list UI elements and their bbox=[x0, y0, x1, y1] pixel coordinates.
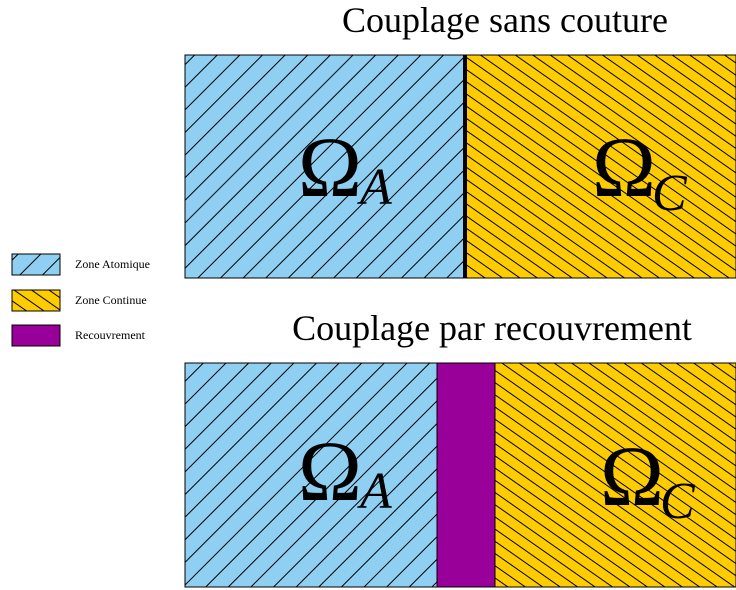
region-symbol: Ω bbox=[298, 119, 362, 215]
atomic-zone bbox=[184, 362, 438, 588]
region-symbol: Ω bbox=[298, 423, 362, 519]
continuum-zone bbox=[464, 54, 736, 279]
region-subscript: C bbox=[660, 473, 696, 530]
region-subscript: A bbox=[357, 463, 392, 520]
region-subscript: A bbox=[357, 159, 392, 216]
legend-label: Zone Atomique bbox=[75, 257, 150, 271]
legend-label: Recouvrement bbox=[75, 328, 146, 342]
title: Couplage par recouvrement bbox=[292, 308, 692, 348]
region-subscript: C bbox=[652, 165, 688, 222]
legend-swatch bbox=[11, 289, 61, 312]
atomic-zone bbox=[184, 54, 466, 279]
region-symbol: Ω bbox=[592, 119, 656, 215]
overlap-zone bbox=[436, 362, 496, 588]
continuum-zone bbox=[494, 362, 736, 588]
legend-label: Zone Continue bbox=[75, 293, 147, 307]
title: Couplage sans couture bbox=[342, 0, 668, 40]
legend-swatch bbox=[11, 324, 61, 347]
region-symbol: Ω bbox=[600, 428, 664, 524]
legend-swatch bbox=[11, 253, 61, 276]
